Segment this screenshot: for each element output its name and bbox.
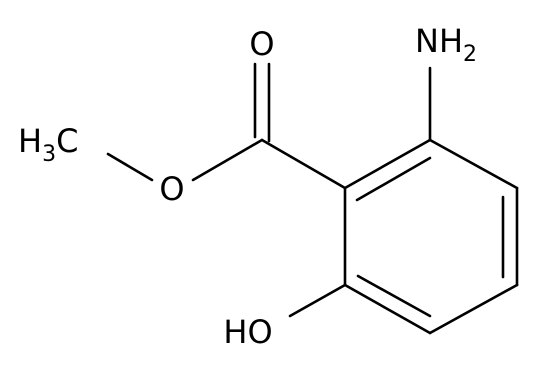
bond (260, 138, 347, 190)
atom-label: O (159, 170, 184, 208)
atom-label: O (249, 25, 274, 63)
atom-label: H3C (18, 122, 78, 167)
bond (288, 283, 347, 318)
bond (343, 283, 432, 335)
bond (191, 138, 264, 182)
bond (428, 283, 519, 335)
bonds (106, 62, 519, 335)
bond (355, 156, 432, 202)
atom-label: H (18, 122, 42, 160)
atom-label: NH2 (415, 22, 477, 67)
bond (106, 152, 154, 182)
bond (356, 274, 432, 318)
atom-label: HO (223, 313, 272, 351)
atom-label: C (56, 122, 78, 160)
bond (428, 138, 519, 190)
bond (343, 138, 432, 190)
atom-subscript: 2 (463, 42, 477, 67)
atom-label: NH (415, 22, 463, 60)
atom-subscript: 3 (42, 142, 56, 167)
